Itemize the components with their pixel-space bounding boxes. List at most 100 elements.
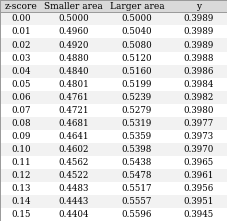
Bar [168,169,227,182]
Bar [41,38,105,51]
Bar [105,169,168,182]
Text: 0.4641: 0.4641 [58,132,88,141]
Bar [41,0,105,12]
Bar [41,143,105,156]
Bar [41,91,105,104]
Bar [105,117,168,130]
Text: 0.4681: 0.4681 [58,119,88,128]
Text: 0.5000: 0.5000 [58,14,88,23]
Text: 0.4404: 0.4404 [58,210,88,219]
Text: 0.09: 0.09 [11,132,31,141]
Text: 0.4443: 0.4443 [58,197,88,206]
Text: 0.3970: 0.3970 [183,145,213,154]
Bar [0,12,41,25]
Text: 0.3965: 0.3965 [183,158,213,167]
Text: 0.13: 0.13 [11,184,30,193]
Bar [105,51,168,65]
Text: z-score: z-score [5,2,37,11]
Text: 0.12: 0.12 [11,171,31,180]
Bar [105,0,168,12]
Text: 0.4761: 0.4761 [58,93,88,102]
Bar [0,169,41,182]
Text: 0.5000: 0.5000 [121,14,152,23]
Text: 0.10: 0.10 [11,145,31,154]
Text: 0.14: 0.14 [11,197,31,206]
Bar [105,130,168,143]
Text: 0.06: 0.06 [11,93,31,102]
Bar [41,12,105,25]
Text: 0.11: 0.11 [11,158,31,167]
Text: 0.03: 0.03 [11,53,30,63]
Text: 0.4880: 0.4880 [58,53,88,63]
Bar [0,38,41,51]
Text: Larger area: Larger area [109,2,164,11]
Text: Smaller area: Smaller area [44,2,102,11]
Bar [0,65,41,78]
Bar [0,25,41,38]
Bar [168,12,227,25]
Bar [41,65,105,78]
Text: 0.3956: 0.3956 [183,184,213,193]
Text: 0.04: 0.04 [11,67,31,76]
Text: 0.3951: 0.3951 [183,197,213,206]
Bar [105,104,168,117]
Text: 0.3982: 0.3982 [183,93,213,102]
Bar [0,208,41,221]
Text: 0.08: 0.08 [11,119,31,128]
Bar [0,130,41,143]
Bar [105,65,168,78]
Bar [0,143,41,156]
Bar [168,156,227,169]
Bar [41,169,105,182]
Bar [41,78,105,91]
Text: 0.5438: 0.5438 [121,158,151,167]
Text: 0.3989: 0.3989 [183,14,213,23]
Text: 0.5279: 0.5279 [121,106,151,115]
Text: 0.5199: 0.5199 [121,80,152,89]
Bar [168,78,227,91]
Bar [105,38,168,51]
Bar [105,182,168,195]
Bar [41,104,105,117]
Bar [105,12,168,25]
Bar [0,117,41,130]
Text: 0.5557: 0.5557 [121,197,151,206]
Bar [0,182,41,195]
Text: 0.3977: 0.3977 [183,119,213,128]
Text: 0.3989: 0.3989 [183,40,213,50]
Bar [168,51,227,65]
Bar [41,117,105,130]
Text: 0.3980: 0.3980 [182,106,213,115]
Bar [168,130,227,143]
Bar [41,51,105,65]
Bar [41,25,105,38]
Bar [0,156,41,169]
Text: 0.01: 0.01 [11,27,31,36]
Text: 0.3984: 0.3984 [183,80,213,89]
Text: 0.4840: 0.4840 [58,67,88,76]
Text: 0.5478: 0.5478 [121,171,152,180]
Bar [168,38,227,51]
Text: 0.5239: 0.5239 [121,93,151,102]
Text: 0.3973: 0.3973 [183,132,212,141]
Text: 0.4920: 0.4920 [58,40,88,50]
Text: 0.4602: 0.4602 [58,145,88,154]
Text: 0.00: 0.00 [11,14,31,23]
Bar [168,117,227,130]
Text: 0.4801: 0.4801 [58,80,88,89]
Text: 0.5517: 0.5517 [121,184,152,193]
Text: 0.4721: 0.4721 [58,106,88,115]
Bar [168,195,227,208]
Bar [0,51,41,65]
Bar [105,25,168,38]
Text: 0.5319: 0.5319 [121,119,151,128]
Text: 0.4960: 0.4960 [58,27,88,36]
Bar [105,195,168,208]
Bar [105,156,168,169]
Text: 0.3989: 0.3989 [183,27,213,36]
Bar [0,0,41,12]
Text: 0.4562: 0.4562 [58,158,88,167]
Bar [168,0,227,12]
Bar [168,182,227,195]
Bar [0,78,41,91]
